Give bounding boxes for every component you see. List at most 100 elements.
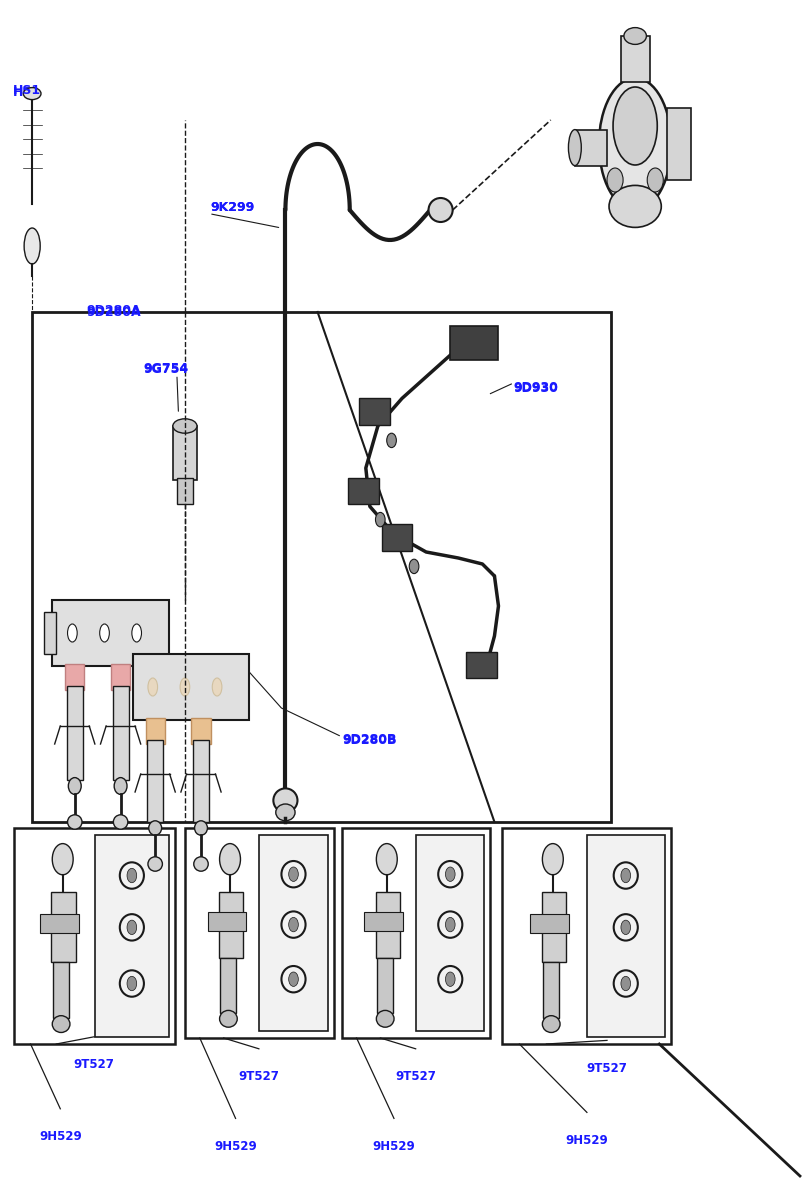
Circle shape xyxy=(416,599,435,628)
Bar xyxy=(586,835,664,1037)
Ellipse shape xyxy=(598,78,671,210)
Ellipse shape xyxy=(542,1015,560,1032)
Circle shape xyxy=(255,599,275,628)
Bar xyxy=(173,426,197,480)
Circle shape xyxy=(445,917,454,931)
Circle shape xyxy=(391,510,410,539)
Bar xyxy=(32,312,610,822)
Bar xyxy=(416,835,484,1031)
Circle shape xyxy=(52,844,73,875)
Bar xyxy=(67,686,83,780)
Text: 9D930: 9D930 xyxy=(512,382,557,394)
Ellipse shape xyxy=(194,821,207,835)
Circle shape xyxy=(288,546,308,575)
Circle shape xyxy=(367,596,386,625)
Circle shape xyxy=(288,972,298,986)
Ellipse shape xyxy=(219,1010,237,1027)
Bar xyxy=(193,740,209,822)
Bar xyxy=(364,912,402,931)
Ellipse shape xyxy=(148,678,157,696)
Text: 9T527: 9T527 xyxy=(238,1070,279,1084)
Ellipse shape xyxy=(212,678,222,696)
Bar xyxy=(502,828,671,1044)
Ellipse shape xyxy=(132,624,141,642)
Text: 9H529: 9H529 xyxy=(565,1134,608,1147)
Text: 9D280B: 9D280B xyxy=(342,734,397,746)
Ellipse shape xyxy=(100,624,109,642)
Ellipse shape xyxy=(273,788,297,812)
Circle shape xyxy=(229,583,248,612)
Bar xyxy=(65,664,84,690)
Ellipse shape xyxy=(114,778,127,794)
Circle shape xyxy=(606,168,622,192)
Text: 9D280A: 9D280A xyxy=(87,305,141,317)
Circle shape xyxy=(206,596,226,625)
Ellipse shape xyxy=(68,778,81,794)
Text: Scuderia: Scuderia xyxy=(230,538,412,578)
Ellipse shape xyxy=(180,678,190,696)
Ellipse shape xyxy=(428,198,452,222)
Circle shape xyxy=(445,972,454,986)
Circle shape xyxy=(620,977,630,991)
Circle shape xyxy=(127,869,137,883)
Ellipse shape xyxy=(194,857,208,871)
Circle shape xyxy=(264,632,283,661)
Bar xyxy=(259,835,328,1031)
Circle shape xyxy=(400,544,419,572)
Text: HS1: HS1 xyxy=(13,86,41,100)
Bar xyxy=(145,718,165,744)
Text: HS1: HS1 xyxy=(13,84,41,97)
Ellipse shape xyxy=(275,804,295,821)
Text: 9K299: 9K299 xyxy=(210,202,255,214)
Text: c  a  t  a  l  o  g  u  e  s: c a t a l o g u e s xyxy=(212,606,430,625)
Bar xyxy=(543,962,559,1018)
Bar xyxy=(14,828,175,1044)
Text: 9G754: 9G754 xyxy=(143,364,188,377)
Text: 9K299: 9K299 xyxy=(210,202,255,214)
Circle shape xyxy=(646,168,662,192)
Circle shape xyxy=(376,844,397,875)
Bar xyxy=(44,612,56,654)
Circle shape xyxy=(409,559,418,574)
Bar xyxy=(530,913,569,932)
Circle shape xyxy=(288,917,298,931)
Circle shape xyxy=(620,869,630,883)
Circle shape xyxy=(219,844,240,875)
Ellipse shape xyxy=(623,28,646,44)
Bar xyxy=(53,962,69,1018)
Circle shape xyxy=(389,583,409,612)
Ellipse shape xyxy=(52,1015,70,1032)
Bar xyxy=(359,398,389,425)
Bar xyxy=(348,478,378,504)
Bar xyxy=(218,892,243,958)
Text: 9H529: 9H529 xyxy=(39,1130,82,1144)
Text: 9T527: 9T527 xyxy=(74,1058,114,1072)
Ellipse shape xyxy=(67,624,77,642)
Ellipse shape xyxy=(24,228,40,264)
Bar xyxy=(52,600,169,666)
Bar xyxy=(177,478,193,504)
Text: 9H529: 9H529 xyxy=(372,1140,415,1153)
Ellipse shape xyxy=(173,419,197,433)
Bar xyxy=(341,828,490,1038)
Bar xyxy=(95,835,169,1037)
Bar xyxy=(620,36,649,82)
Bar xyxy=(375,892,399,958)
Bar xyxy=(112,686,128,780)
Ellipse shape xyxy=(376,1010,393,1027)
Circle shape xyxy=(449,546,468,575)
Bar xyxy=(51,892,75,962)
Bar xyxy=(666,108,691,180)
Text: 9D280B: 9D280B xyxy=(342,733,397,745)
Bar xyxy=(381,524,412,551)
Circle shape xyxy=(620,920,630,935)
Ellipse shape xyxy=(148,857,162,871)
Ellipse shape xyxy=(609,185,661,228)
Circle shape xyxy=(386,433,396,448)
Circle shape xyxy=(542,844,563,875)
Bar xyxy=(466,652,496,678)
Circle shape xyxy=(266,559,285,588)
Text: 9T527: 9T527 xyxy=(395,1070,435,1084)
Text: 9T527: 9T527 xyxy=(586,1062,626,1075)
Bar xyxy=(220,958,236,1013)
